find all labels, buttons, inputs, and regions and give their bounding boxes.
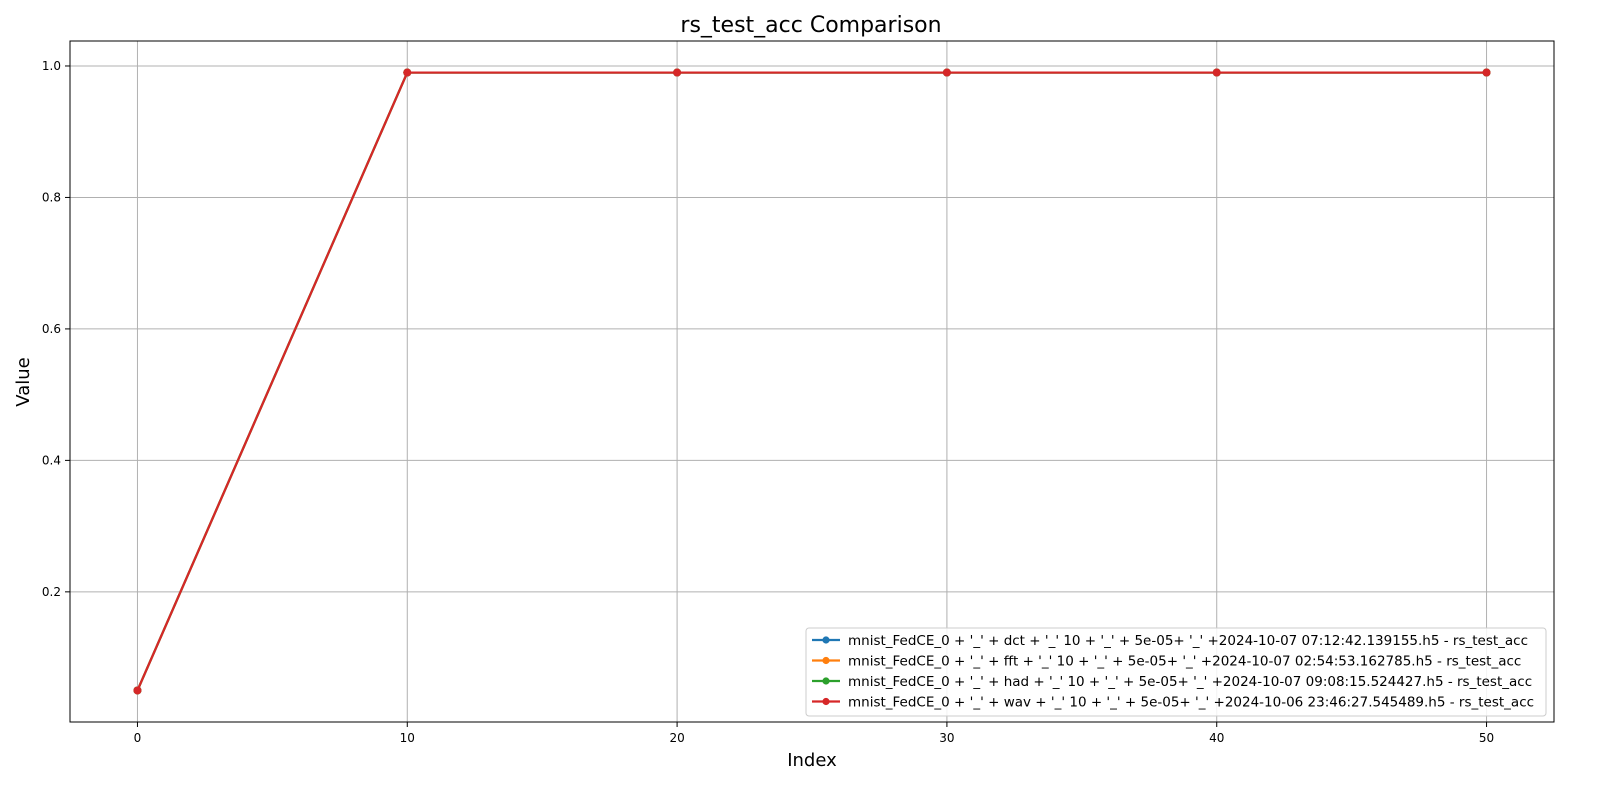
- series-layer: [133, 68, 1491, 695]
- data-point: [942, 68, 951, 77]
- x-tick-label: 0: [134, 731, 142, 745]
- series-line: [136, 71, 1487, 691]
- y-tick-label: 0.2: [42, 585, 61, 599]
- series-line: [136, 71, 1487, 691]
- legend-label: mnist_FedCE_0 + '_' + had + '_' 10 + '_'…: [848, 674, 1532, 690]
- legend-box: [805, 627, 1547, 717]
- legend-label: mnist_FedCE_0 + '_' + dct + '_' 10 + '_'…: [848, 633, 1528, 649]
- series-3: [133, 68, 1491, 695]
- series-line: [136, 71, 1487, 691]
- x-tick-label: 30: [939, 731, 954, 745]
- x-axis-title: Index: [787, 750, 837, 771]
- series-4: [133, 68, 1491, 695]
- legend-swatch-marker: [822, 677, 830, 685]
- axes: 0 10 20 30 40 50 0.2 0.4 0.6 0.8 1.0: [42, 59, 1494, 745]
- data-point: [1212, 68, 1221, 77]
- data-point: [673, 68, 682, 77]
- series-2: [133, 68, 1491, 695]
- x-tick-label: 40: [1209, 731, 1224, 745]
- legend-label: mnist_FedCE_0 + '_' + fft + '_' 10 + '_'…: [848, 654, 1521, 670]
- y-tick-label: 0.8: [42, 190, 61, 204]
- y-tick-label: 0.4: [42, 453, 61, 467]
- x-tick-label: 10: [400, 731, 415, 745]
- y-tick-label: 0.6: [42, 322, 61, 336]
- series-1: [133, 68, 1491, 695]
- data-point: [403, 68, 412, 77]
- grid: [70, 41, 1554, 722]
- chart-title: rs_test_acc Comparison: [680, 13, 941, 38]
- legend-swatch-marker: [822, 636, 830, 644]
- y-tick-label: 1.0: [42, 59, 61, 73]
- legend-label: mnist_FedCE_0 + '_' + wav + '_' 10 + '_'…: [848, 695, 1534, 711]
- legend-swatch-marker: [822, 656, 830, 665]
- series-line: [136, 71, 1487, 691]
- data-point: [133, 686, 142, 695]
- data-point: [1482, 68, 1491, 77]
- x-tick-label: 20: [669, 731, 684, 745]
- legend-swatch-marker: [822, 697, 830, 706]
- plot-frame: [69, 40, 1555, 723]
- y-axis-title: Value: [13, 357, 34, 406]
- legend: mnist_FedCE_0 + '_' + dct + '_' 10 + '_'…: [805, 627, 1547, 717]
- x-tick-label: 50: [1479, 731, 1494, 745]
